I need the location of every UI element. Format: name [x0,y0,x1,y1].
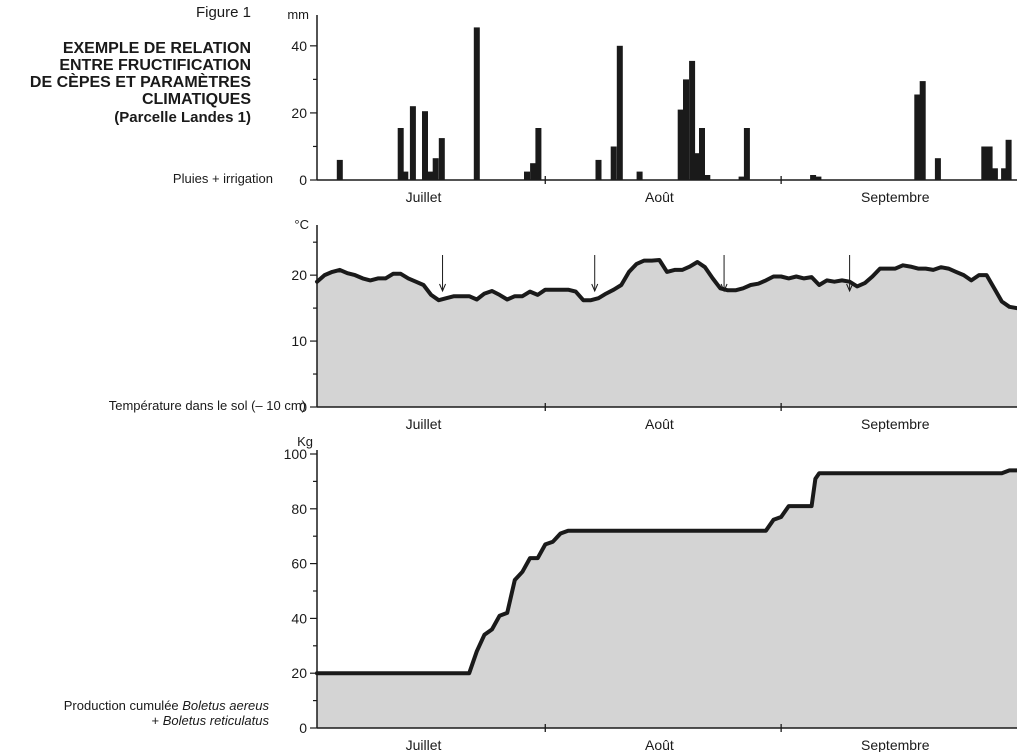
y-axis-unit: °C [294,217,309,232]
x-tick-label: Septembre [861,737,930,752]
area-fill [317,470,1017,728]
production-label-text: + [151,713,163,728]
bar [934,158,941,180]
series-line [315,468,1017,676]
x-tick-label: Août [645,416,674,432]
annotation-arrowhead [846,283,854,293]
bar [683,79,689,180]
figure-title-line: ENTRE FRUCTIFICATION [59,57,251,74]
x-tick-label: Juillet [406,189,442,205]
production-label-species: Boletus aereus [182,698,269,713]
y-tick-label: 20 [291,665,307,681]
x-tick-label: Juillet [406,737,442,752]
bar [432,158,439,180]
bar [1001,168,1008,180]
y-tick-label: 20 [291,267,307,283]
bar [422,111,428,180]
bar [689,60,696,180]
bar [693,153,700,180]
production-label-text: Production cumulée [63,698,183,713]
bar [336,159,343,180]
y-tick-label: 0 [299,172,307,188]
bar [743,128,750,180]
bar [535,128,542,180]
bar [595,159,602,180]
y-tick-label: 80 [291,501,307,517]
bar [738,176,745,180]
y-tick-label: 10 [291,333,307,349]
bar [991,168,998,180]
bar [473,27,480,181]
figure-title: EXEMPLE DE RELATION ENTRE FRUCTIFICATION… [0,40,251,108]
bar [699,128,705,180]
bar [1005,139,1012,181]
bar [402,171,409,180]
bar [810,175,817,180]
annotation-arrowhead [591,283,599,293]
y-tick-label: 40 [291,38,307,54]
y-tick-label: 20 [291,105,307,121]
bar [914,94,921,180]
y-tick-label: 0 [299,720,307,736]
bar [610,146,617,180]
bar [986,146,993,180]
figure-title-line: DE CÈPES ET PARAMÈTRES [29,74,251,91]
bar [530,163,537,180]
temperature-panel-label: Température dans le sol (– 10 cm) [108,398,306,413]
figure-label: Figure 1 [195,4,251,21]
series-line [315,258,1017,311]
bar [704,175,711,180]
y-axis-unit: mm [287,7,309,22]
bar [438,138,445,180]
rain-panel-label: Pluies + irrigation [172,171,273,186]
bar [524,171,530,180]
bar [427,171,434,180]
y-tick-label: 100 [284,446,308,462]
x-tick-label: Août [645,189,674,205]
bar [409,106,416,180]
figure-subtitle: (Parcelle Landes 1) [114,109,251,126]
bar [919,81,926,180]
y-tick-label: 0 [299,399,307,415]
production-label-species: Boletus reticulatus [162,713,269,728]
y-axis-unit: Kg [297,434,313,449]
bar [677,109,684,180]
x-tick-label: Septembre [861,416,930,432]
bar [981,146,988,180]
bar [397,128,404,180]
production-panel-label: Production cumulée Boletus aereus + Bole… [64,698,269,728]
rain-panel: 0 20 40 mm Juillet Août Septembre [287,7,1017,205]
bar [636,171,643,180]
bar [815,176,822,180]
area-fill [317,260,1017,407]
y-tick-label: 60 [291,556,307,572]
annotation-arrowhead [720,283,728,293]
figure-title-line: CLIMATIQUES [141,91,251,108]
x-tick-label: Juillet [406,416,442,432]
x-tick-label: Septembre [861,189,930,205]
bar [616,45,623,180]
annotation-arrowhead [439,283,447,293]
figure-title-line: EXEMPLE DE RELATION [62,40,251,57]
y-tick-label: 40 [291,610,307,626]
x-tick-label: Août [645,737,674,752]
temperature-panel: 0 10 20 °C Juillet Août Septembre [291,217,1017,432]
